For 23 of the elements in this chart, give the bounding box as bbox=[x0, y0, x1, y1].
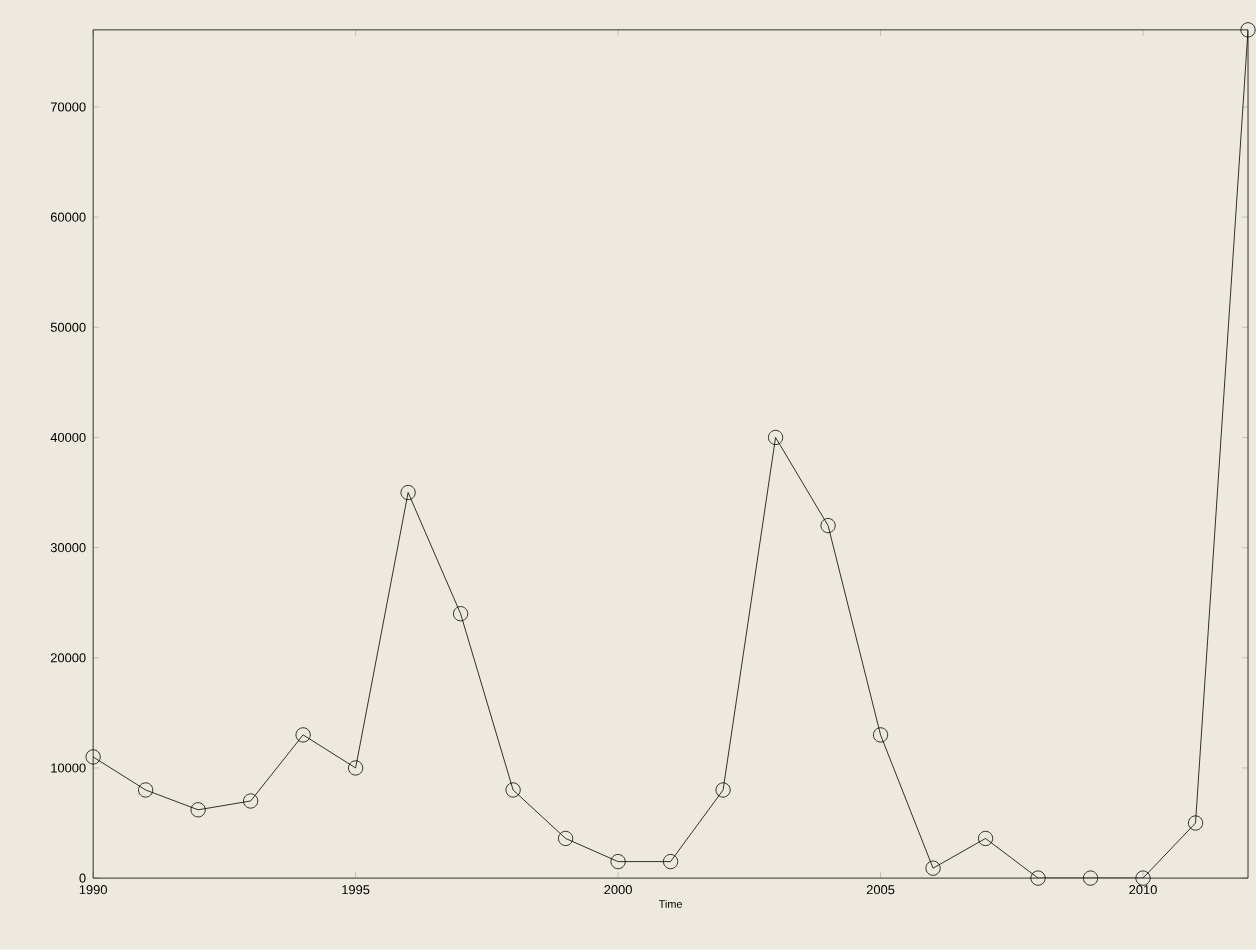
point bbox=[820, 518, 836, 534]
point bbox=[768, 430, 784, 446]
point bbox=[1135, 870, 1151, 886]
point bbox=[1187, 815, 1204, 831]
point bbox=[558, 830, 574, 847]
point bbox=[610, 854, 626, 870]
point bbox=[138, 782, 154, 798]
point bbox=[1083, 870, 1099, 886]
point bbox=[663, 854, 679, 870]
point bbox=[295, 727, 311, 743]
point bbox=[1240, 22, 1256, 38]
point bbox=[453, 606, 469, 622]
point bbox=[85, 749, 101, 765]
point bbox=[505, 782, 521, 798]
point bbox=[715, 782, 731, 798]
point bbox=[348, 760, 364, 776]
point bbox=[243, 793, 259, 809]
point bbox=[190, 802, 206, 818]
point bbox=[400, 485, 416, 501]
point bbox=[873, 727, 889, 743]
point bbox=[978, 830, 994, 847]
point bbox=[925, 860, 941, 876]
point bbox=[1030, 870, 1046, 886]
